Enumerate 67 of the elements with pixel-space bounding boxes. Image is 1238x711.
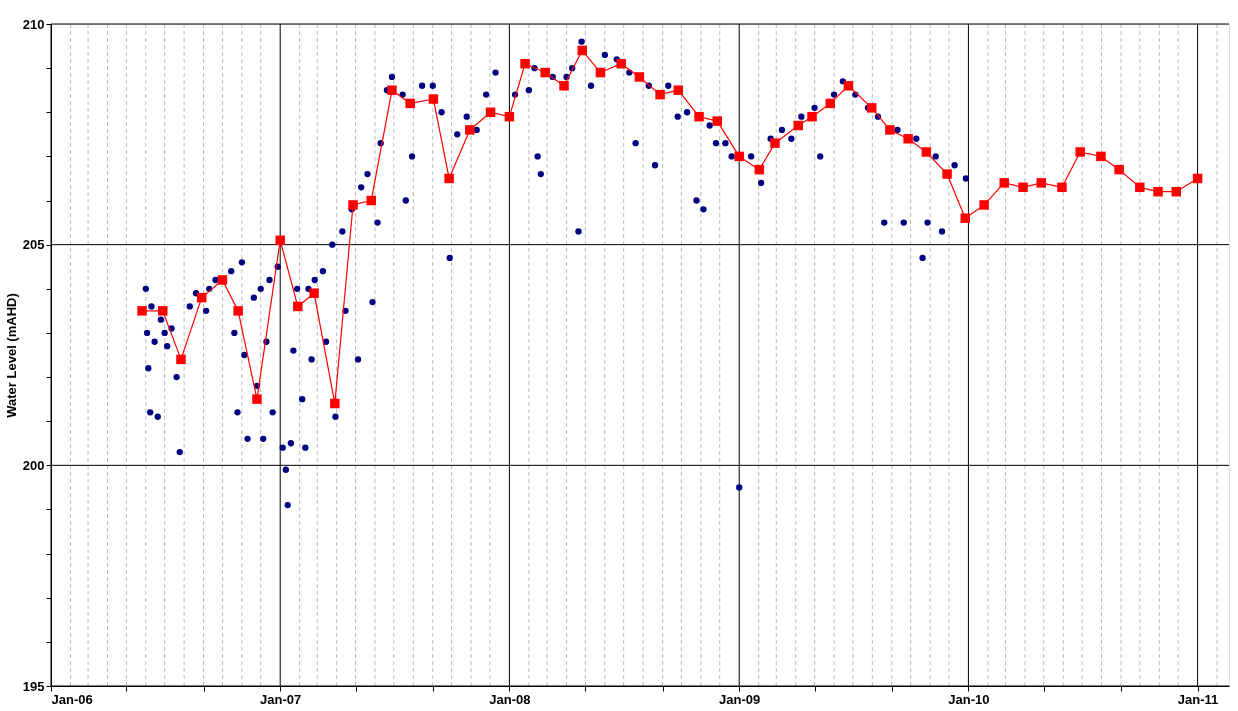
y-tick-label: 205: [22, 237, 45, 253]
point: [843, 81, 854, 91]
point: [366, 195, 376, 206]
point: [348, 200, 358, 210]
point: [921, 147, 932, 157]
point: [330, 398, 340, 409]
point: [825, 98, 836, 109]
point: [770, 138, 780, 148]
point: [559, 81, 569, 91]
point: [1057, 182, 1067, 193]
point: [903, 134, 913, 144]
y-tick-label: 195: [22, 678, 45, 694]
point: [252, 394, 262, 404]
point: [960, 213, 971, 223]
point: [1153, 186, 1163, 197]
point: [504, 111, 515, 122]
x-tick-label: Jan-06: [51, 691, 93, 707]
point: [577, 45, 587, 56]
point: [293, 301, 303, 312]
point: [405, 98, 415, 109]
point: [616, 58, 626, 69]
point: [520, 58, 530, 69]
point: [1192, 173, 1203, 184]
point: [793, 120, 803, 131]
point: [465, 125, 475, 135]
point: [655, 89, 665, 100]
point: [485, 107, 496, 118]
x-tick-label: Jan-08: [489, 691, 531, 707]
point: [979, 200, 989, 210]
point: [634, 72, 645, 82]
point: [942, 169, 952, 179]
point: [754, 164, 765, 175]
point: [1075, 147, 1085, 157]
x-tick-label: Jan-09: [719, 691, 761, 707]
point: [712, 116, 722, 126]
point: [999, 178, 1009, 188]
point: [1018, 182, 1028, 193]
point: [176, 354, 186, 365]
point: [444, 173, 454, 184]
x-tick-label: Jan-07: [260, 691, 302, 707]
point: [158, 306, 168, 316]
point: [1135, 182, 1145, 193]
point: [866, 103, 877, 113]
point: [387, 85, 397, 95]
point: [217, 275, 228, 285]
point: [1114, 164, 1124, 175]
x-tick-label: Jan-10: [948, 691, 990, 707]
point: [734, 151, 744, 162]
point: [196, 292, 207, 303]
y-tick-label: 210: [22, 16, 45, 32]
point: [694, 111, 704, 122]
point: [428, 94, 439, 104]
point: [540, 67, 550, 78]
y-axis-title: Water Level (mAHD): [3, 293, 19, 418]
point: [1096, 151, 1106, 162]
point: [673, 85, 684, 95]
y-tick-label: 200: [22, 457, 45, 473]
point: [1171, 186, 1181, 197]
point: [309, 288, 319, 298]
point: [1036, 178, 1046, 188]
point: [137, 306, 147, 316]
x-tick-label: Jan-11: [1177, 691, 1219, 707]
point: [807, 111, 817, 122]
point: [233, 306, 243, 316]
point: [885, 125, 895, 135]
point: [595, 67, 606, 78]
point: [275, 235, 285, 245]
